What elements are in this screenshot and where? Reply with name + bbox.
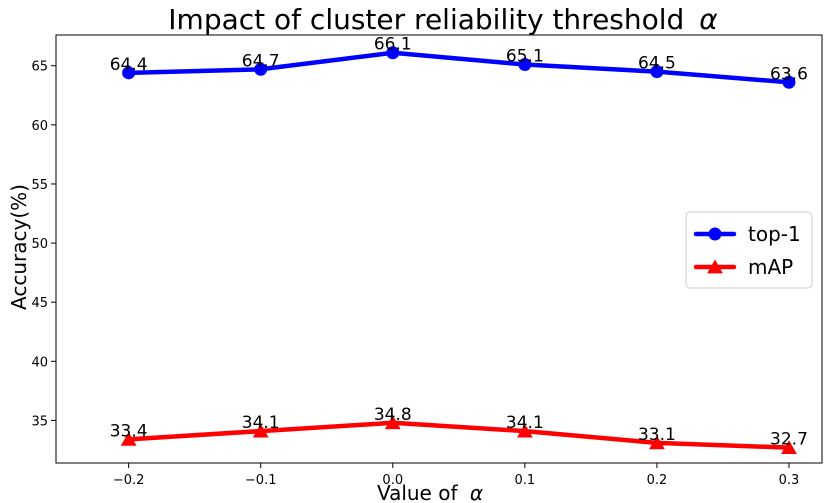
data-point-marker — [782, 75, 796, 89]
data-label: 64.4 — [110, 55, 148, 75]
y-tick-label: 55 — [31, 178, 48, 193]
legend-label: top-1 — [748, 222, 801, 246]
data-point-marker — [120, 431, 137, 446]
data-label: 34.1 — [242, 413, 280, 433]
data-point-marker — [254, 62, 268, 76]
series-map: 33.4 34.1 34.8 34.1 33.1 32.7 — [110, 405, 808, 455]
data-label: 34.1 — [506, 413, 544, 433]
y-tick-label: 45 — [31, 296, 48, 311]
legend-label: mAP — [748, 255, 793, 279]
data-point-marker — [518, 58, 532, 72]
series-line — [126, 50, 792, 85]
data-label: 63.6 — [770, 64, 808, 84]
y-tick-label: 35 — [31, 414, 48, 429]
legend-item-map: mAP — [693, 255, 793, 279]
data-point-marker — [384, 415, 401, 430]
chart-title-text: Impact of cluster reliability threshold — [168, 3, 684, 36]
data-point-marker — [122, 66, 136, 80]
data-label: 65.1 — [506, 47, 544, 67]
x-tick-label: −0.1 — [245, 473, 277, 488]
data-label: 64.5 — [638, 54, 676, 74]
x-tick-label: 0.2 — [647, 473, 668, 488]
series-line — [126, 420, 792, 450]
y-tick-label: 60 — [31, 119, 48, 134]
chart-title-symbol: α — [699, 3, 718, 36]
data-label: 33.1 — [638, 425, 676, 445]
legend-marker — [707, 259, 723, 274]
data-label: 64.7 — [242, 51, 280, 71]
y-tick-label: 65 — [31, 60, 48, 75]
series-top-1: 64.4 64.7 66.1 65.1 64.5 63.6 — [110, 35, 808, 89]
data-point-marker — [649, 435, 665, 450]
x-tick-label: 0.3 — [779, 473, 800, 488]
data-point-marker — [386, 46, 400, 60]
data-label: 34.8 — [374, 405, 412, 425]
chart-title: Impact of cluster reliability threshold … — [168, 3, 718, 36]
data-label: 33.4 — [110, 421, 148, 441]
x-axis-label-text: Value of — [377, 481, 459, 503]
x-tick-label: 0.1 — [515, 473, 536, 488]
x-tick-label: 0.0 — [382, 473, 403, 488]
plot-frame — [55, 34, 823, 464]
legend: top-1 mAP — [685, 211, 813, 289]
data-label: 66.1 — [374, 35, 412, 55]
data-point-marker — [650, 65, 664, 79]
x-tick-label: −0.2 — [113, 473, 145, 488]
legend-marker — [708, 227, 722, 241]
x-axis-label-symbol: α — [470, 481, 483, 503]
data-point-marker — [516, 423, 533, 438]
data-point-marker — [781, 440, 797, 455]
data-point-marker — [252, 423, 269, 438]
y-tick-label: 50 — [31, 237, 48, 252]
legend-item-top-1: top-1 — [693, 222, 801, 246]
data-label: 32.7 — [770, 430, 808, 450]
y-axis-label: Accuracy(%) — [7, 184, 31, 310]
y-tick-label: 40 — [31, 355, 48, 370]
x-axis-label: Value of α — [377, 481, 483, 503]
